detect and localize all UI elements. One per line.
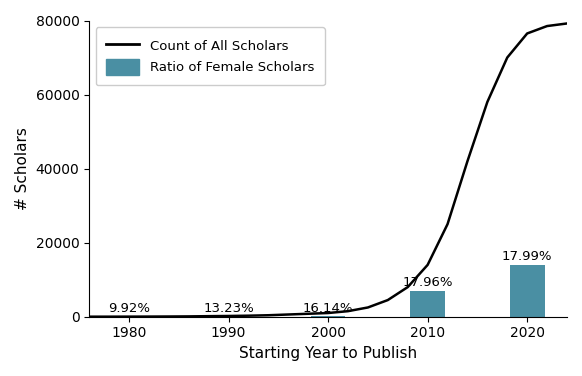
Bar — [510, 265, 545, 317]
Text: 17.96%: 17.96% — [402, 276, 453, 289]
Text: 13.23%: 13.23% — [203, 302, 254, 315]
Text: 16.14%: 16.14% — [303, 302, 353, 315]
Legend: Count of All Scholars, Ratio of Female Scholars: Count of All Scholars, Ratio of Female S… — [96, 27, 325, 85]
Text: 17.99%: 17.99% — [502, 250, 552, 262]
Y-axis label: # Scholars: # Scholars — [15, 127, 30, 210]
X-axis label: Starting Year to Publish: Starting Year to Publish — [239, 346, 417, 361]
Text: 9.92%: 9.92% — [108, 302, 150, 315]
Bar — [311, 316, 346, 317]
Bar — [410, 291, 445, 317]
